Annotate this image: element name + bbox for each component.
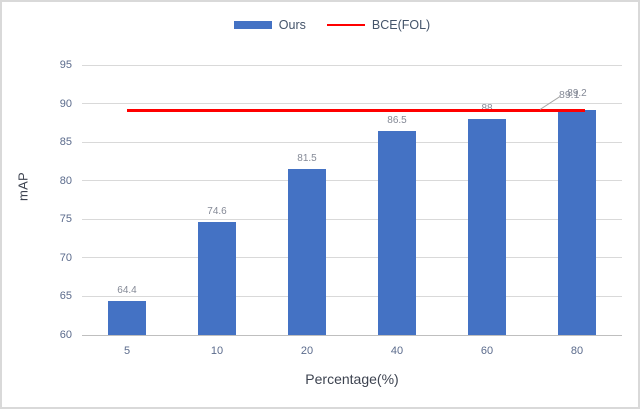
legend-line-swatch-icon	[326, 23, 365, 27]
gridline	[82, 257, 622, 259]
bar-10	[198, 222, 236, 335]
y-tick-label: 65	[59, 290, 72, 303]
x-tick-label: 60	[480, 345, 494, 357]
x-tick-label: 80	[570, 345, 584, 357]
y-tick-label: 90	[59, 97, 72, 110]
x-axis-line	[82, 334, 622, 336]
bar-value-label: 88	[457, 103, 517, 115]
y-tick-label: 60	[59, 329, 72, 341]
x-tick-label: 10	[210, 345, 224, 357]
bar-value-label: 89.2	[567, 87, 587, 99]
y-axis-title: mAP	[15, 171, 31, 202]
bar-80	[558, 109, 596, 335]
line-value-label: 89.1	[559, 88, 580, 101]
bar-5	[108, 301, 146, 335]
legend: Ours BCE(FOL)	[2, 17, 638, 33]
bar-20	[288, 169, 326, 335]
gridline	[82, 103, 622, 105]
y-tick-label: 75	[59, 213, 72, 226]
y-tick-label: 80	[59, 174, 72, 187]
gridline	[82, 141, 622, 143]
bar-40	[378, 130, 416, 335]
bar-value-label: 74.6	[207, 206, 227, 218]
bce-line	[127, 109, 585, 112]
bar-value-label: 64.4	[117, 285, 137, 297]
gridline	[82, 180, 622, 182]
gridline	[82, 218, 622, 220]
legend-label-bce: BCE(FOL)	[371, 18, 431, 32]
x-tick-label: 20	[300, 345, 314, 357]
x-tick-label: 40	[390, 345, 404, 357]
bar-60	[468, 119, 506, 335]
gridline	[82, 295, 622, 297]
y-tick-label: 85	[59, 136, 72, 149]
x-tick-label: 5	[123, 345, 131, 357]
gridline	[82, 64, 622, 66]
legend-bar-swatch-icon	[233, 21, 272, 29]
y-tick-label: 95	[59, 59, 72, 71]
bar-value-label: 81.5	[297, 153, 317, 165]
bar-value-label: 86.5	[387, 114, 407, 126]
x-axis-title: Percentage(%)	[305, 371, 399, 387]
y-tick-label: 70	[59, 251, 72, 264]
legend-label-ours: Ours	[278, 18, 306, 32]
